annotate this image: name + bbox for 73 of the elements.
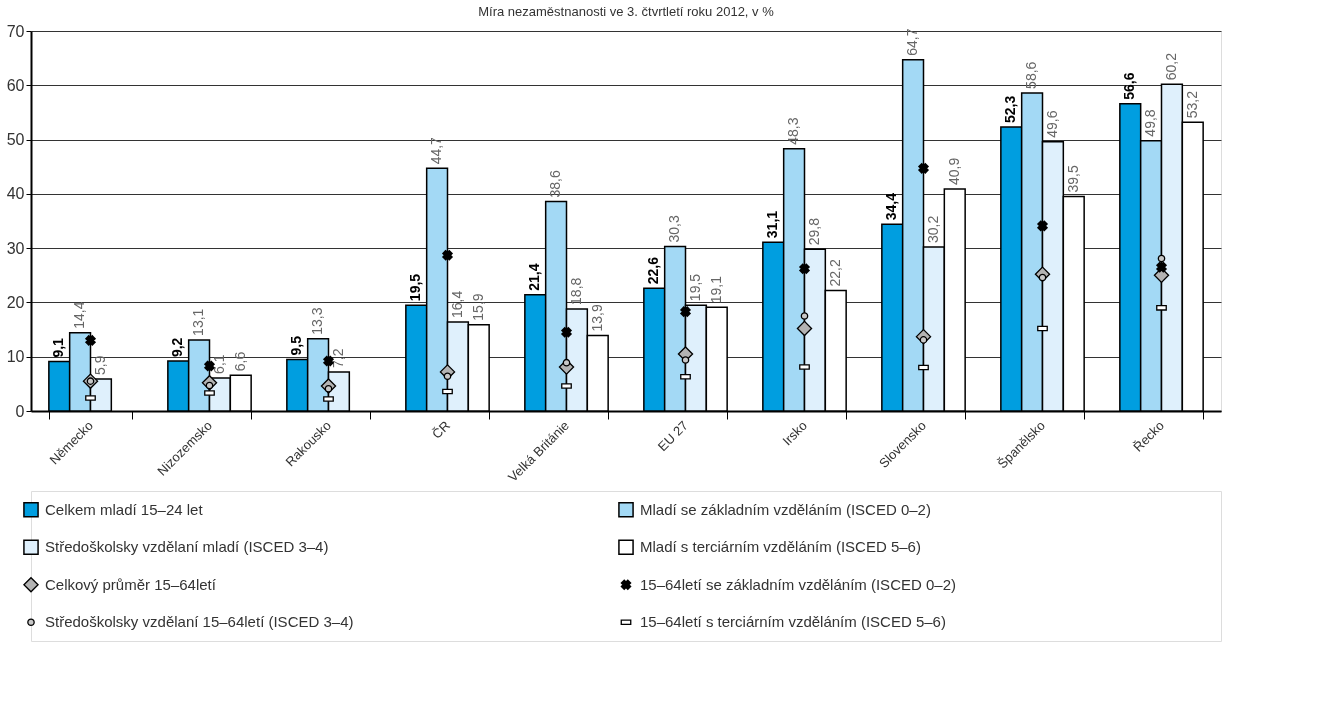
point [442,250,453,261]
y-tick-label: 20 [6,293,25,311]
data-label: 49,6 [1043,110,1060,138]
point [1157,254,1166,263]
legend-label: Mladí s terciárním vzděláním (ISCED 5–6) [640,538,921,556]
data-label: 21,4 [526,263,543,291]
legend-label: Středoškolsky vzdělaní 15–64letí (ISCED 3–4) [45,613,354,631]
data-label: 7,2 [329,348,346,368]
data-label: 14,4 [71,301,88,329]
data-label: 6,6 [231,351,248,372]
data-label: 52,3 [1002,95,1019,124]
point [443,372,452,381]
data-label: 39,5 [1064,165,1081,193]
data-label: 44,7 [428,136,445,165]
legend-label: Středoškolsky vzdělaní mladí (ISCED 3–4) [45,538,329,556]
data-label: 40,9 [945,157,962,185]
point [561,327,572,338]
y-tick-label: 30 [6,239,25,257]
data-label: 58,6 [1023,61,1040,89]
point [800,312,809,320]
point [85,335,96,346]
data-label: 13,9 [588,304,605,332]
point [796,320,813,337]
data-label: 19,1 [707,275,724,304]
y-tick-label: 50 [6,131,25,149]
y-tick-label: 0 [15,402,25,420]
data-label: 18,8 [567,277,584,305]
data-label: 64,7 [904,28,921,56]
x-tick-label: ČR [429,417,453,442]
point [680,306,691,317]
data-label: 56,6 [1121,72,1138,100]
legend-label: Celkový průměr 15–64letí [45,575,217,593]
legend-label: Celkem mladí 15–24 let [45,500,204,518]
data-label: 19,5 [407,273,424,302]
x-tick-label: EU 27 [654,417,691,455]
data-label: 30,2 [924,215,941,244]
data-label: 53,2 [1183,90,1200,119]
point [323,355,334,367]
point [681,356,690,364]
data-label: 15,9 [469,293,486,321]
data-label: 13,1 [190,308,207,336]
data-label: 9,1 [50,337,67,358]
data-label: 13,3 [309,307,326,335]
point [918,163,929,174]
legend-label: 15–64letí se základním vzděláním (ISCED 0–2) [640,575,956,593]
data-label: 29,8 [805,217,822,246]
data-label: 31,1 [764,210,781,239]
y-tick-label: 10 [6,348,25,366]
data-label: 22,2 [826,259,843,287]
data-label: 60,2 [1162,52,1179,81]
point [562,358,571,367]
y-tick-label: 40 [6,185,25,203]
point [799,263,810,274]
legend-label: Mladí se základním vzděláním (ISCED 0–2) [640,500,931,518]
data-label: 38,6 [547,170,564,198]
y-tick-label: 70 [6,22,25,40]
data-label: 16,4 [448,290,465,318]
legend-label: 15–64letí s terciárním vzděláním (ISCED 5–6) [640,613,946,631]
point [204,360,215,372]
data-label: 6,1 [210,354,227,374]
data-label: 9,5 [288,335,305,356]
data-label: 9,2 [169,337,186,358]
point [1156,262,1167,273]
point [1037,220,1048,232]
chart-title: Míra nezaměstnanosti ve 3. čtvrtletí roku 2012, v % [478,4,775,19]
data-label: 48,3 [785,117,802,145]
data-label: 22,6 [645,256,662,285]
data-label: 5,9 [91,355,108,375]
data-label: 34,4 [883,192,900,221]
data-label: 30,3 [666,215,683,243]
data-label: 19,5 [686,273,703,302]
data-label: 49,8 [1142,109,1159,137]
y-tick-label: 60 [6,76,25,94]
